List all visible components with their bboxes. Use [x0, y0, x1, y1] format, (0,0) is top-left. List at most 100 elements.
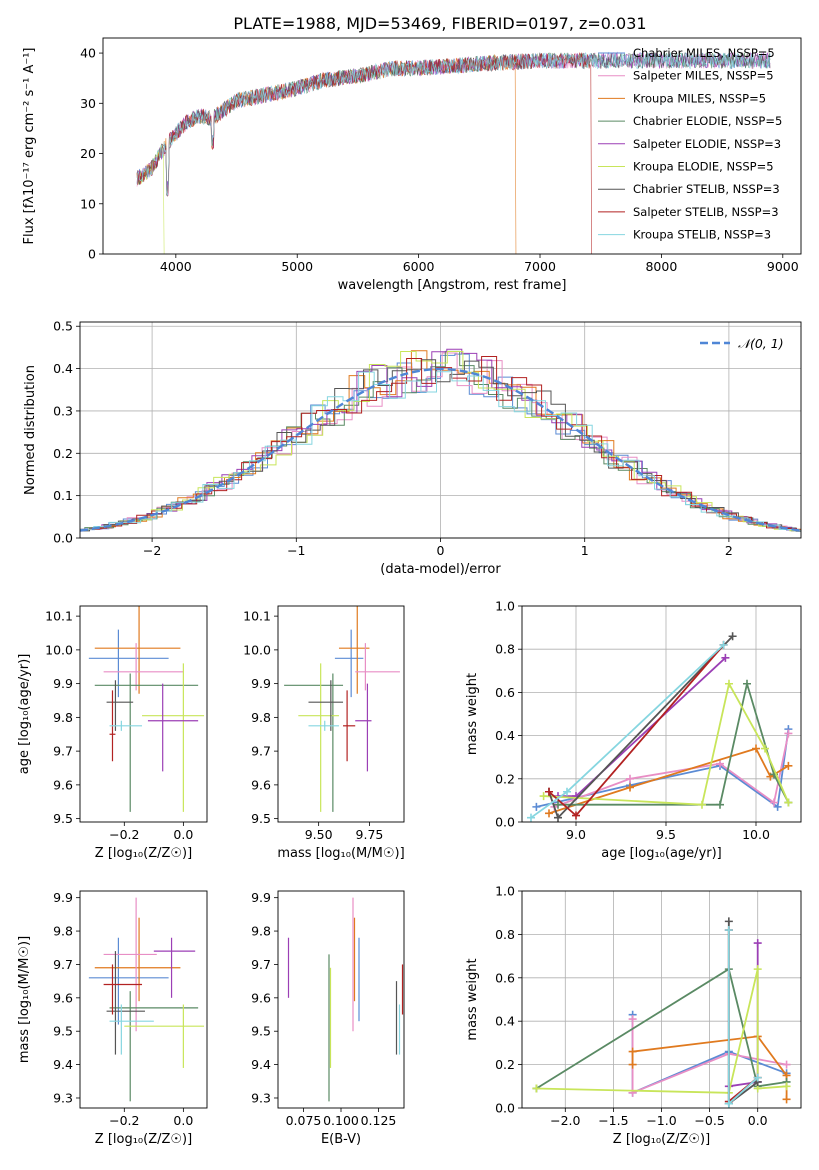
y-tick-label: 0.2: [495, 1057, 515, 1072]
x-tick-label: 8000: [645, 259, 677, 274]
legend-label: Chabrier ELODIE, NSSP=5: [633, 114, 782, 128]
weight-line: [558, 657, 727, 797]
weight-marker: [563, 787, 571, 796]
weight-marker: [527, 813, 535, 822]
weight-line: [530, 644, 725, 819]
y-tick-label: 9.6: [53, 777, 73, 792]
panel-residual-histogram: −2 −1 0 1 2 0.0 0.1 0.2 0.3 0.4 0.5 (data-model)/er…: [23, 319, 802, 577]
weight-marker: [545, 809, 553, 818]
y-tick-label: 9.9: [53, 676, 73, 691]
weight-marker: [532, 802, 541, 811]
legend-label: Salpeter ELODIE, NSSP=3: [633, 137, 781, 151]
weight-marker: [773, 802, 782, 811]
x-tick-label: −1: [287, 543, 305, 558]
x-axis-label: wavelength [Angstrom, rest frame]: [338, 278, 567, 293]
y-tick-label: 10: [80, 196, 96, 211]
x-tick-label: 9000: [767, 259, 799, 274]
x-tick-label: 10.0: [742, 827, 770, 842]
weight-marker: [724, 1099, 733, 1108]
y-tick-label: 0.8: [495, 927, 515, 942]
weight-marker: [753, 1073, 762, 1082]
y-tick-label: 9.6: [251, 990, 271, 1005]
x-tick-label: −2.0: [550, 1113, 580, 1128]
axes-frame: [277, 890, 405, 1109]
y-axis-label: Normed distribution: [23, 365, 38, 495]
y-axis-label: mass weight: [465, 673, 480, 755]
legend-label: Chabrier STELIB, NSSP=3: [633, 182, 780, 196]
weight-marker: [724, 917, 733, 926]
panels: 4000 5000 6000 7000 8000 9000010203040wavelen…: [17, 37, 802, 1147]
legend-label: Kroupa MILES, NSSP=5: [633, 91, 766, 105]
weight-marker: [743, 679, 751, 688]
legend-label: Kroupa ELODIE, NSSP=5: [633, 160, 774, 174]
weight-series: [532, 917, 791, 1108]
y-tick-label: 1.0: [495, 599, 515, 614]
y-tick-label: 0.6: [495, 970, 515, 985]
spectrum-line: [136, 53, 517, 254]
weight-marker: [626, 774, 634, 783]
x-tick-label: −0.5: [694, 1113, 724, 1128]
y-tick-label: 9.8: [53, 924, 73, 939]
x-tick-label: 9.5: [656, 827, 676, 842]
spectrum-legend: Chabrier MILES, NSSP=5 Salpeter MILES, NS…: [598, 46, 782, 242]
y-tick-label: 9.4: [53, 1057, 73, 1072]
y-tick-label: 9.5: [251, 811, 271, 826]
x-tick-label: −1.5: [598, 1113, 628, 1128]
weight-marker: [728, 632, 737, 641]
y-tick-label: 0.8: [495, 642, 515, 657]
y-tick-label: 40: [80, 46, 96, 61]
legend-label: Chabrier MILES, NSSP=5: [633, 46, 775, 60]
weight-marker: [628, 1060, 637, 1069]
y-tick-label: 10.1: [243, 609, 271, 624]
axes-frame: [277, 605, 405, 823]
x-axis-label: Z [log₁₀(Z/Z☉)]: [95, 846, 192, 861]
y-tick-label: 0.0: [53, 531, 73, 546]
figure-title: PLATE=1988, MJD=53469, FIBERID=0197, z=0…: [233, 14, 646, 33]
y-tick-label: 9.6: [251, 777, 271, 792]
weight-marker: [554, 813, 562, 822]
axes-frame: [79, 605, 208, 823]
x-axis-label: mass [log₁₀(M/M☉)]: [277, 846, 404, 861]
y-tick-label: 9.3: [251, 1090, 271, 1105]
y-tick-label: 9.7: [251, 957, 271, 972]
weight-marker: [572, 811, 580, 820]
x-tick-label: 1: [581, 543, 589, 558]
x-tick-label: −2: [143, 543, 161, 558]
x-tick-label: 7000: [524, 259, 556, 274]
axes-frame: [79, 890, 208, 1109]
x-axis-label: Z [log₁₀(Z/Z☉)]: [613, 1132, 710, 1147]
y-tick-label: 0.0: [495, 1101, 515, 1116]
y-tick-label: 9.7: [53, 957, 73, 972]
weight-marker: [782, 1082, 791, 1091]
weight-marker: [761, 744, 769, 753]
y-tick-label: 0.3: [53, 403, 73, 418]
weight-marker: [716, 759, 724, 768]
axes-frame: [521, 605, 802, 823]
x-tick-label: 0.0: [748, 1113, 768, 1128]
y-axis-label: mass weight: [465, 958, 480, 1040]
panel-massweight_vs_z: −2.0 −1.5 −1.0 −0.5 0.0 0.0 0.2 0.4 0.6 0.8 1.0 Z […: [465, 884, 802, 1147]
histogram-step: [80, 356, 801, 531]
legend-label: Kroupa STELIB, NSSP=3: [633, 228, 771, 242]
weight-marker: [784, 798, 793, 807]
x-tick-label: 9.0: [566, 827, 586, 842]
x-tick-label: 0: [437, 543, 445, 558]
weight-marker: [784, 761, 793, 770]
y-tick-label: 0: [88, 247, 96, 262]
weight-series: [527, 632, 793, 822]
y-tick-label: 9.7: [53, 744, 73, 759]
panel-mass_vs_ebv: 0.075 0.100 0.125 9.3 9.4 9.5 9.6 9.7 9.8 9.9 E(B-…: [251, 890, 405, 1147]
weight-marker: [770, 798, 778, 807]
weight-marker: [626, 783, 634, 792]
x-axis-label: age [log₁₀(age/yr)]: [601, 846, 722, 861]
weight-marker: [782, 1060, 791, 1069]
spectrum-line: [136, 51, 771, 196]
weight-marker: [784, 729, 793, 738]
x-tick-label: −1.0: [646, 1113, 676, 1128]
y-tick-label: 0.5: [53, 319, 73, 334]
panel-spectrum: 4000 5000 6000 7000 8000 9000 0 10 20 30 40 wavelen…: [22, 37, 802, 293]
y-tick-label: 9.6: [53, 990, 73, 1005]
y-tick-label: 9.5: [53, 1024, 73, 1039]
y-tick-label: 9.8: [251, 710, 271, 725]
y-tick-label: 1.0: [495, 884, 515, 899]
